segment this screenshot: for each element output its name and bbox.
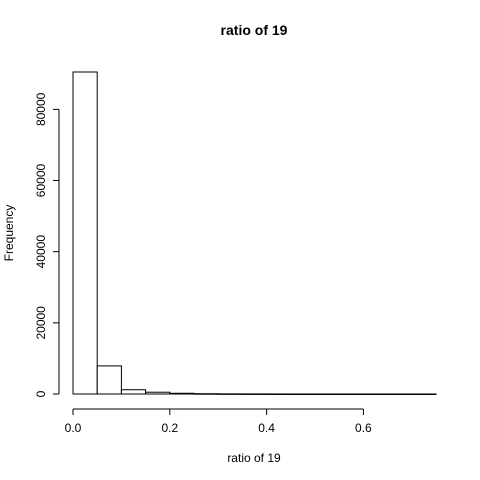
histogram-bar	[193, 393, 219, 395]
histogram-bar	[169, 392, 195, 395]
x-axis: 0.0 0.2 0.4 0.6	[65, 408, 372, 435]
y-tick-label: 40000	[34, 235, 48, 269]
y-tick-label: 80000	[34, 92, 48, 126]
histogram-bar	[217, 393, 243, 395]
y-tick-label: 20000	[34, 306, 48, 340]
y-axis-label: Frequency	[2, 205, 16, 262]
histogram-bar	[290, 393, 316, 395]
histogram-bar	[120, 389, 147, 395]
histogram-bar	[387, 393, 413, 395]
y-tick-label: 60000	[34, 164, 48, 198]
histogram-bars	[72, 71, 437, 395]
histogram-bar	[72, 71, 98, 395]
x-tick-label: 0.2	[161, 421, 178, 435]
x-axis-label: ratio of 19	[227, 451, 281, 465]
x-tick-label: 0.0	[65, 421, 82, 435]
x-tick-label: 0.6	[355, 421, 372, 435]
histogram-bar	[411, 393, 437, 395]
histogram-bar	[145, 391, 171, 395]
histogram-bar	[314, 393, 340, 395]
histogram-bar	[266, 393, 292, 395]
histogram-bar	[362, 393, 389, 395]
histogram-bar	[96, 365, 122, 395]
histogram-bar	[338, 393, 364, 395]
y-axis: 0 20000 40000 60000 80000	[34, 92, 60, 397]
histogram-bar	[241, 393, 268, 395]
x-tick-label: 0.4	[258, 421, 275, 435]
chart-title: ratio of 19	[221, 22, 288, 38]
y-tick-label: 0	[34, 390, 48, 397]
